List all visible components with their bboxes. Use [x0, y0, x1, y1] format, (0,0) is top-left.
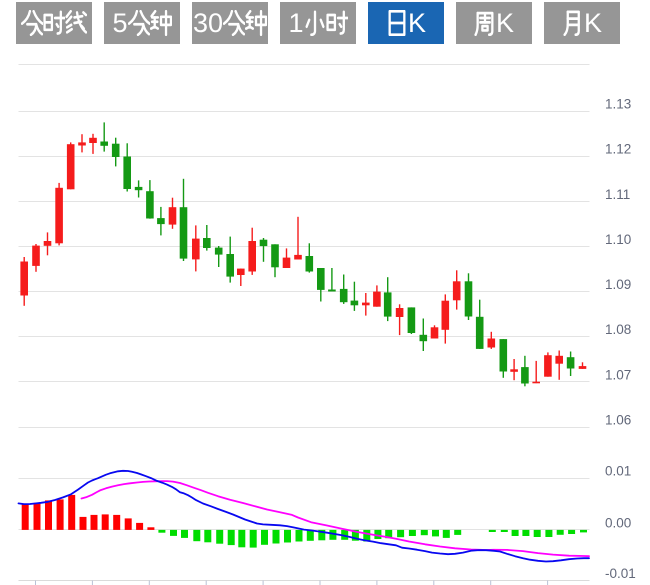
svg-text:0.01: 0.01 — [605, 464, 631, 479]
svg-text:1.09: 1.09 — [605, 277, 631, 292]
svg-text:1.12: 1.12 — [605, 142, 631, 157]
svg-text:1.08: 1.08 — [605, 322, 631, 337]
svg-text:1.10: 1.10 — [605, 232, 631, 247]
svg-text:1.11: 1.11 — [605, 187, 630, 202]
svg-text:0.00: 0.00 — [605, 515, 631, 530]
svg-text:1.13: 1.13 — [605, 97, 631, 112]
svg-text:-0.01: -0.01 — [605, 566, 636, 581]
svg-text:1.06: 1.06 — [605, 413, 631, 428]
svg-text:1.07: 1.07 — [605, 367, 631, 382]
